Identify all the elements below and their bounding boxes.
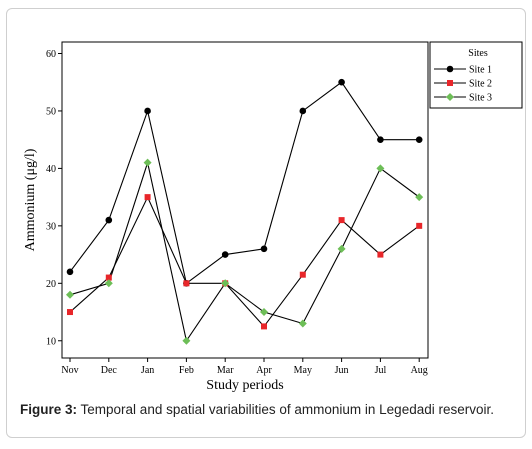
caption-label: Figure 3: [20, 402, 78, 417]
site-1-point-dec [105, 216, 113, 224]
site-2-point-jul [377, 251, 384, 258]
site-3-point-may [298, 319, 307, 328]
site-2-point-feb [183, 280, 190, 287]
x-tick-label-feb: Feb [179, 365, 194, 376]
site-1-point-may [299, 107, 307, 115]
y-tick-label-40: 40 [46, 164, 56, 175]
site-1-point-jul [377, 136, 384, 143]
x-tick-label-jun: Jun [335, 365, 349, 376]
x-tick-label-dec: Dec [101, 365, 118, 376]
y-tick-label-20: 20 [46, 279, 56, 290]
site-2-point-apr [261, 323, 267, 330]
site-2-point-may [299, 271, 306, 278]
legend-title: Sites [468, 48, 488, 59]
site-1-point-apr [260, 245, 268, 253]
x-tick-label-nov: Nov [61, 365, 78, 376]
site-3-point-nov [66, 290, 74, 299]
legend-marker-site-3 [446, 93, 454, 101]
x-tick-label-may: May [294, 365, 312, 376]
y-axis-label: Ammonium (μg/l) [23, 148, 38, 251]
site-3-point-mar [221, 279, 230, 288]
site-1-point-aug [415, 136, 423, 143]
site-1-point-jun [338, 78, 345, 86]
x-axis-label: Study periods [206, 378, 283, 393]
site-3-point-feb [182, 336, 191, 345]
y-tick-label-50: 50 [46, 106, 56, 117]
site-1-point-jan [144, 107, 151, 115]
y-tick-label-60: 60 [46, 49, 56, 60]
site-3-point-aug [415, 193, 424, 202]
x-tick-label-jan: Jan [141, 365, 154, 376]
site-3-point-jun [337, 244, 346, 253]
y-tick-label-30: 30 [46, 221, 56, 232]
site-2-line [69, 195, 420, 328]
site-3-point-jul [376, 164, 385, 173]
legend-label-site-3: Site 3 [469, 93, 492, 104]
legend-label-site-1: Site 1 [469, 65, 492, 76]
x-tick-label-jul: Jul [375, 365, 387, 376]
legend-label-site-2: Site 2 [469, 79, 492, 90]
site-2-point-jun [338, 217, 345, 224]
site-3-point-jan [143, 158, 152, 167]
site-3-point-dec [104, 279, 113, 288]
site-2-point-nov [67, 309, 73, 316]
site-1-point-nov [66, 268, 74, 276]
legend: Sites Site 1 Site 2 Site 3 [429, 41, 523, 109]
site-2-point-dec [105, 274, 112, 281]
plot-area [61, 41, 429, 359]
x-tick-label-aug: Aug [411, 365, 428, 376]
site-2-point-aug [416, 222, 423, 229]
site-2-point-jan [144, 194, 151, 201]
site-3-point-apr [260, 308, 268, 317]
legend-box [429, 41, 523, 109]
caption-text: Temporal and spatial variabilities of am… [80, 402, 494, 417]
site-1-line [69, 81, 420, 285]
legend-marker-site-2 [447, 80, 453, 86]
figure-caption: Figure 3: Temporal and spatial variabili… [20, 402, 520, 417]
x-tick-label-apr: Apr [256, 365, 272, 376]
site-1-point-mar [221, 251, 229, 258]
legend-marker-site-1 [446, 65, 454, 73]
x-tick-label-mar: Mar [217, 365, 234, 376]
site-3-line [69, 160, 420, 343]
y-tick-label-10: 10 [46, 336, 56, 347]
